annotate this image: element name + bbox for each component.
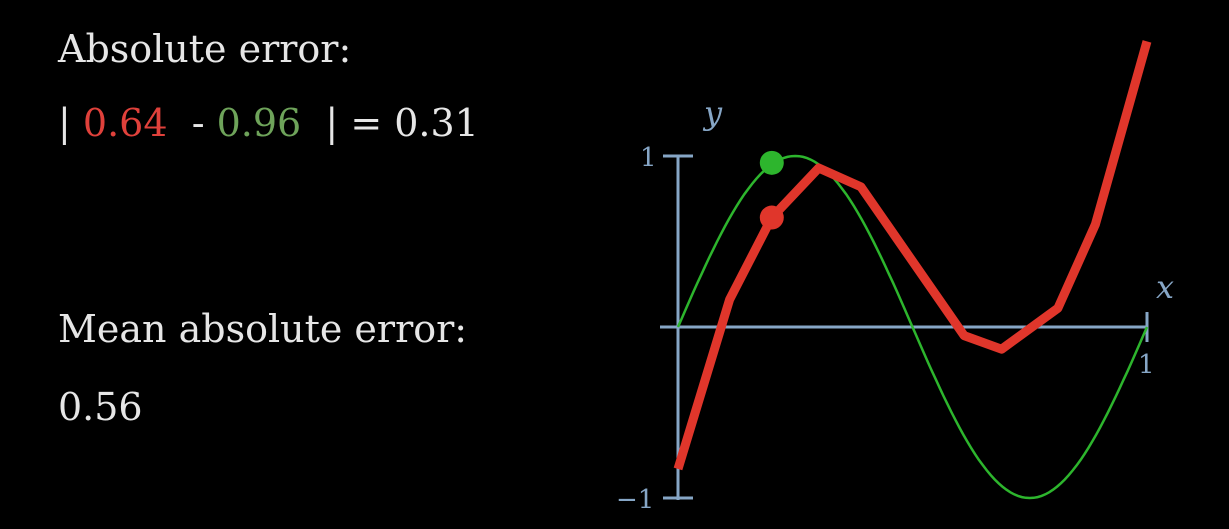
y-axis-label: y xyxy=(702,94,723,132)
target-value: 0.96 xyxy=(216,101,302,145)
prediction-value: 0.64 xyxy=(82,101,168,145)
target-curve xyxy=(676,154,1149,500)
mean-absolute-error-value: 0.56 xyxy=(58,385,143,429)
absolute-error-title: Absolute error: xyxy=(58,27,352,71)
prediction-line xyxy=(673,40,1152,471)
y-tick-label-minus-1: −1 xyxy=(616,485,654,515)
minus-sign: - xyxy=(191,101,205,145)
target-point xyxy=(759,150,784,175)
absolute-error-result: = 0.31 xyxy=(350,101,479,145)
y-tick-label-1: 1 xyxy=(640,143,657,173)
abs-bar-left: | xyxy=(58,101,71,145)
x-axis-label: x xyxy=(1156,268,1174,306)
mean-absolute-error-title: Mean absolute error: xyxy=(58,307,468,351)
absolute-error-expression: | 0.64 - 0.96 | = 0.31 xyxy=(58,104,479,142)
prediction-point xyxy=(759,205,784,230)
axes: x y 1 1 −1 xyxy=(616,94,1174,515)
abs-bar-right: | xyxy=(325,101,339,145)
x-tick-label-1: 1 xyxy=(1138,350,1155,380)
